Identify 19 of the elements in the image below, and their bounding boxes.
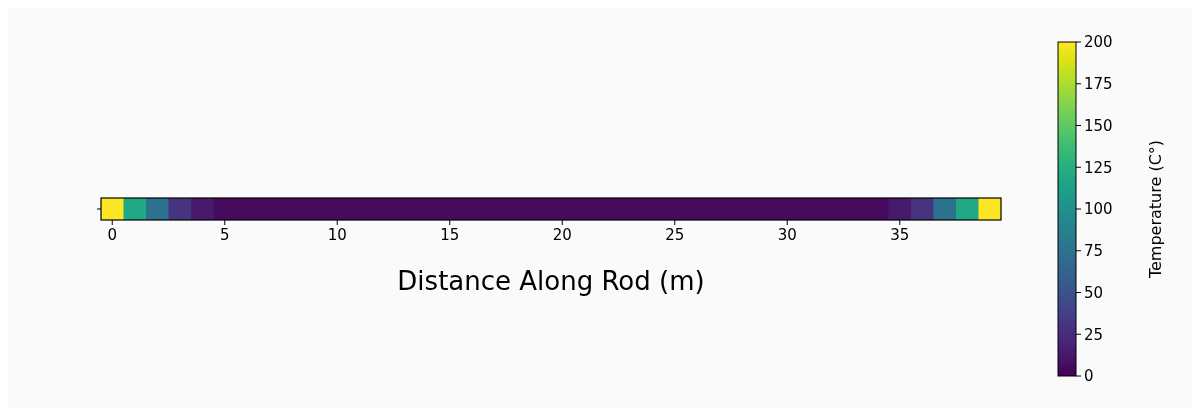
x-tick-label: 10 bbox=[327, 226, 347, 244]
color-bar-label: 75 bbox=[1084, 242, 1104, 260]
color-bar-label: 0 bbox=[1084, 367, 1094, 386]
x-tick-label: 30 bbox=[777, 226, 797, 244]
color-bar-label: 175 bbox=[1084, 75, 1113, 93]
color-bar-label: 25 bbox=[1084, 325, 1104, 344]
color-bar-title: Temperature (C°) bbox=[1146, 139, 1165, 280]
color-bar-label: 125 bbox=[1084, 158, 1113, 177]
color-bar-label: 150 bbox=[1084, 116, 1113, 135]
color-bar-label: 200 bbox=[1084, 33, 1113, 52]
x-axis-title: Distance Along Rod (m) bbox=[397, 266, 705, 296]
x-tick-label: 5 bbox=[219, 226, 230, 244]
x-tick-label: 25 bbox=[665, 226, 685, 244]
x-tick-label: 15 bbox=[440, 226, 460, 244]
color-bar-label: 100 bbox=[1084, 200, 1113, 219]
x-tick-label: 0 bbox=[107, 226, 118, 244]
color-bar-label: 50 bbox=[1084, 283, 1104, 302]
x-tick-label: 35 bbox=[890, 226, 910, 244]
x-tick-label: 20 bbox=[552, 226, 572, 244]
